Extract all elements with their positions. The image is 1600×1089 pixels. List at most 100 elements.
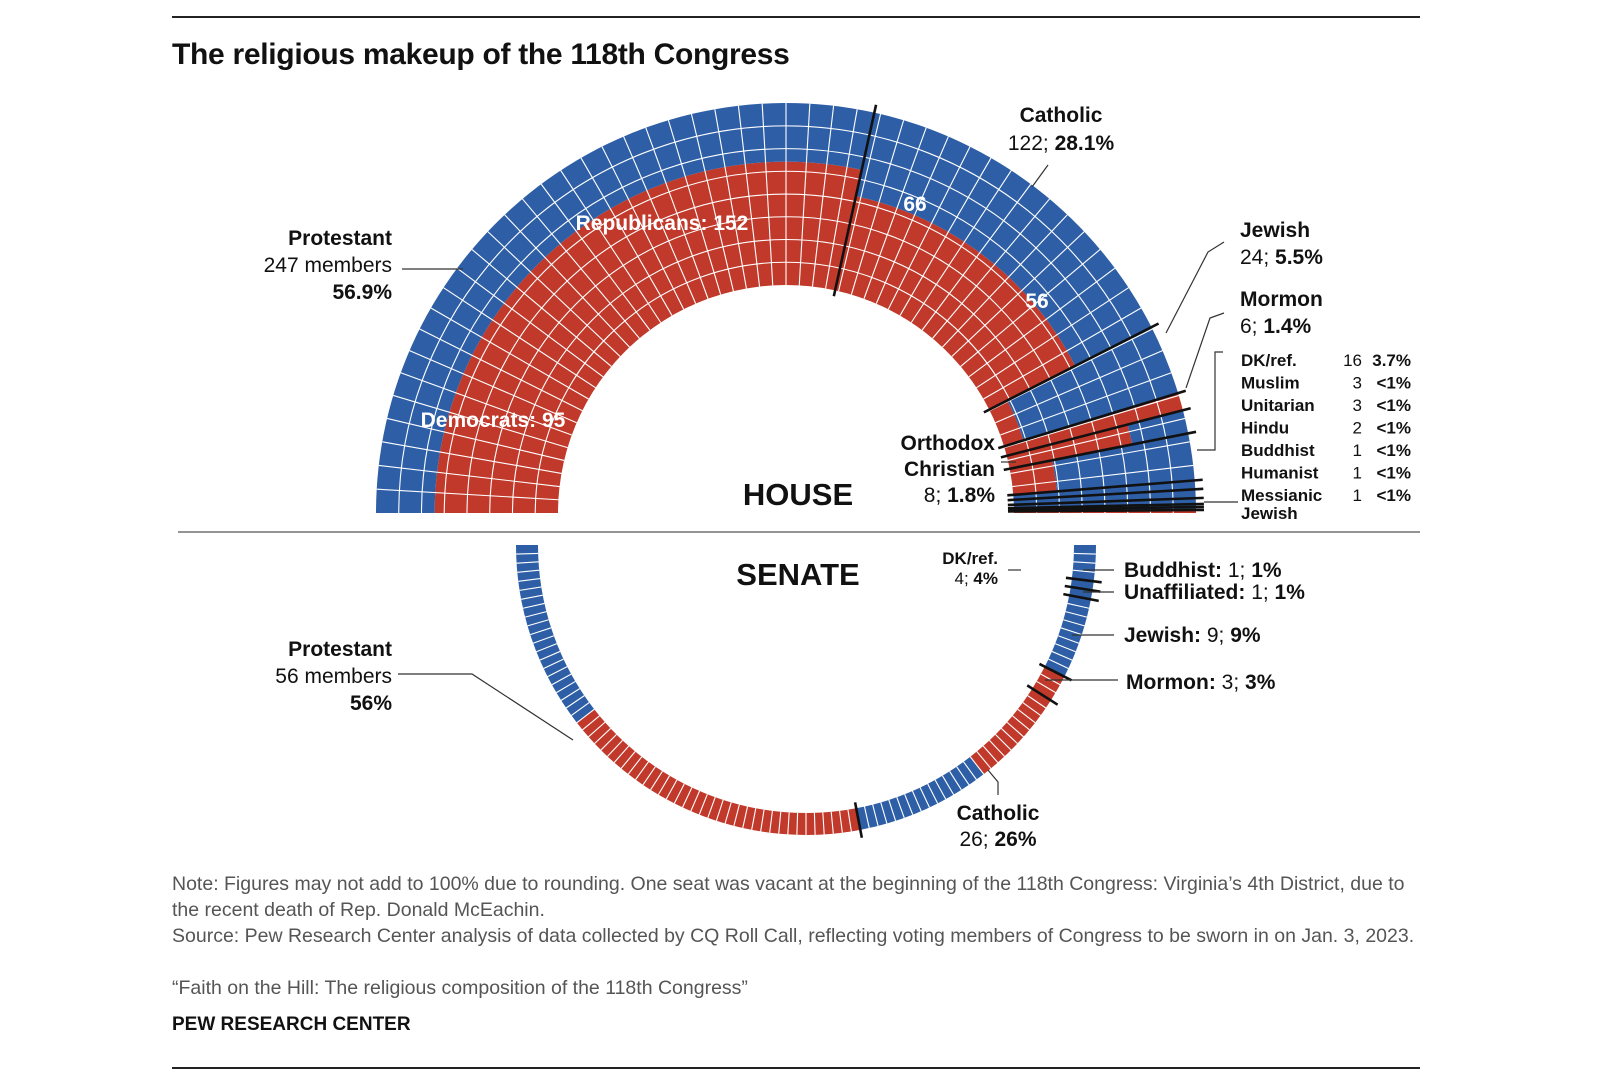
house-grid-spoke	[690, 113, 734, 292]
house-grid-spoke	[471, 249, 612, 367]
house-religion-divider	[1007, 478, 1203, 497]
house-grid-spoke	[863, 127, 927, 299]
house-mormon-name: Mormon	[1240, 288, 1323, 311]
house-grid-spoke	[456, 267, 604, 378]
house-religion-divider	[1007, 502, 1204, 510]
source-text: Source: Pew Research Center analysis of …	[172, 925, 1415, 947]
small-group-name: Humanist	[1241, 464, 1319, 483]
house-grid-spoke	[1000, 372, 1172, 436]
house-religion-divider	[1007, 487, 1204, 502]
house-grid-spoke	[382, 441, 562, 474]
senate-grid-spoke	[682, 787, 693, 808]
senate-grid-spoke	[888, 799, 897, 821]
senate-grid-spoke	[532, 635, 555, 644]
house-religion-divider	[983, 322, 1160, 414]
house-grid-spoke	[932, 198, 1050, 339]
senate-grid-spoke	[594, 728, 612, 744]
senate-grid-spoke	[896, 796, 905, 819]
senate-religion-divider	[1064, 584, 1101, 593]
senate-grid-spoke	[530, 627, 552, 636]
house-catholic-name: Catholic	[1020, 104, 1103, 127]
senate-grid-spoke	[911, 790, 922, 812]
senate-religion-divider	[1038, 662, 1073, 682]
senate-protestant-dem-label: 21	[554, 618, 578, 641]
house-grid-spoke	[976, 287, 1129, 389]
senate-grid-spoke	[600, 734, 617, 751]
house-religion-divider	[1007, 496, 1204, 507]
senate-grid-spoke	[796, 812, 799, 835]
house-mormon-arc	[1004, 393, 1183, 456]
house-grid-spoke	[623, 136, 697, 304]
senate-grid-spoke	[673, 783, 685, 804]
house-grid-spoke	[667, 120, 722, 295]
house-grid-spoke	[968, 267, 1116, 378]
leader-lines	[398, 164, 1238, 795]
senate-protestant-rep-label: 35	[699, 772, 723, 795]
senate-grid-spoke	[839, 810, 843, 833]
small-group-count: 2	[1353, 419, 1362, 438]
house-religion-divider	[832, 104, 878, 297]
senate-grid-spoke	[733, 804, 740, 827]
senate-grid-spoke	[995, 734, 1012, 751]
senate-grid-spoke	[657, 775, 671, 795]
house-grid-spoke	[430, 307, 589, 400]
senate-grid-spoke	[521, 594, 543, 600]
house-grid-spoke	[910, 170, 1012, 323]
senate-grid-spoke	[650, 770, 663, 791]
house-grid-spoke	[601, 146, 685, 310]
senate-grid-spoke	[1051, 650, 1073, 661]
senate-grid-spoke	[1063, 619, 1085, 627]
house-orthodox-christian-inner-arc	[1006, 424, 1133, 469]
senate-grid-spoke	[698, 793, 708, 815]
senate-grid-spoke	[536, 643, 558, 653]
bottom-rule	[172, 1067, 1420, 1069]
house-religion-divider	[1000, 406, 1191, 459]
note-text: Note: Figures may not add to 100% due to…	[172, 873, 1405, 921]
house-protestant-members: 247 members	[264, 254, 392, 277]
senate-grid-spoke	[1027, 695, 1047, 709]
house-grid-spoke	[942, 214, 1068, 348]
senate-grid-spoke	[517, 569, 540, 573]
small-group-count: 1	[1353, 464, 1362, 483]
senate-grid-spoke	[565, 695, 585, 709]
house-grid-spoke	[376, 488, 559, 501]
small-group-pct: <1%	[1377, 486, 1412, 505]
senate-grid-spoke	[519, 586, 542, 591]
senate-grid-spoke	[880, 802, 888, 824]
house-grid-spoke	[540, 183, 651, 331]
senate-grid-spoke	[524, 611, 547, 618]
house-orthodox-value: 8; 1.8%	[924, 484, 996, 507]
house-catholic-outer-arc	[855, 112, 1152, 366]
small-group-count: 3	[1353, 396, 1362, 415]
senate-grid-spoke	[516, 552, 539, 555]
house-grid-spoke	[714, 109, 747, 289]
senate-grid-spoke	[941, 775, 955, 795]
senate-grid-spoke	[1006, 721, 1024, 738]
senate-grid-spoke	[1022, 702, 1041, 716]
house-grid-spoke	[1007, 417, 1186, 461]
small-group-count: 3	[1353, 374, 1362, 393]
house-democrats-label: Democrats: 95	[421, 409, 566, 432]
house-jewish-value: 24; 5.5%	[1240, 246, 1323, 269]
senate-grid-spoke	[769, 810, 773, 833]
senate-religion-divider	[1026, 684, 1059, 706]
small-group-pct: <1%	[1377, 419, 1412, 438]
senate-catholic-name: Catholic	[957, 802, 1040, 825]
house-grid-spoke	[887, 146, 971, 310]
house-catholic-dem-label: 66	[903, 193, 926, 216]
house-dk-ref-inner-arc	[1009, 460, 1057, 495]
senate-grid-spoke	[707, 796, 716, 819]
house-grid-spoke	[645, 127, 709, 299]
senate-grid-spoke	[976, 751, 992, 769]
senate-grid-spoke	[1048, 658, 1069, 669]
senate-catholic-value: 26; 26%	[959, 828, 1036, 851]
senate-grid-spoke	[1072, 569, 1095, 573]
senate-grid-spoke	[582, 715, 600, 731]
house-grid-spoke	[983, 307, 1142, 400]
house-grid-spoke	[487, 231, 621, 357]
senate-grid-spoke	[956, 766, 970, 786]
small-group-name: Unitarian	[1241, 396, 1315, 415]
senate-dk-value: 4; 4%	[955, 569, 999, 588]
small-group-pct: <1%	[1377, 396, 1412, 415]
